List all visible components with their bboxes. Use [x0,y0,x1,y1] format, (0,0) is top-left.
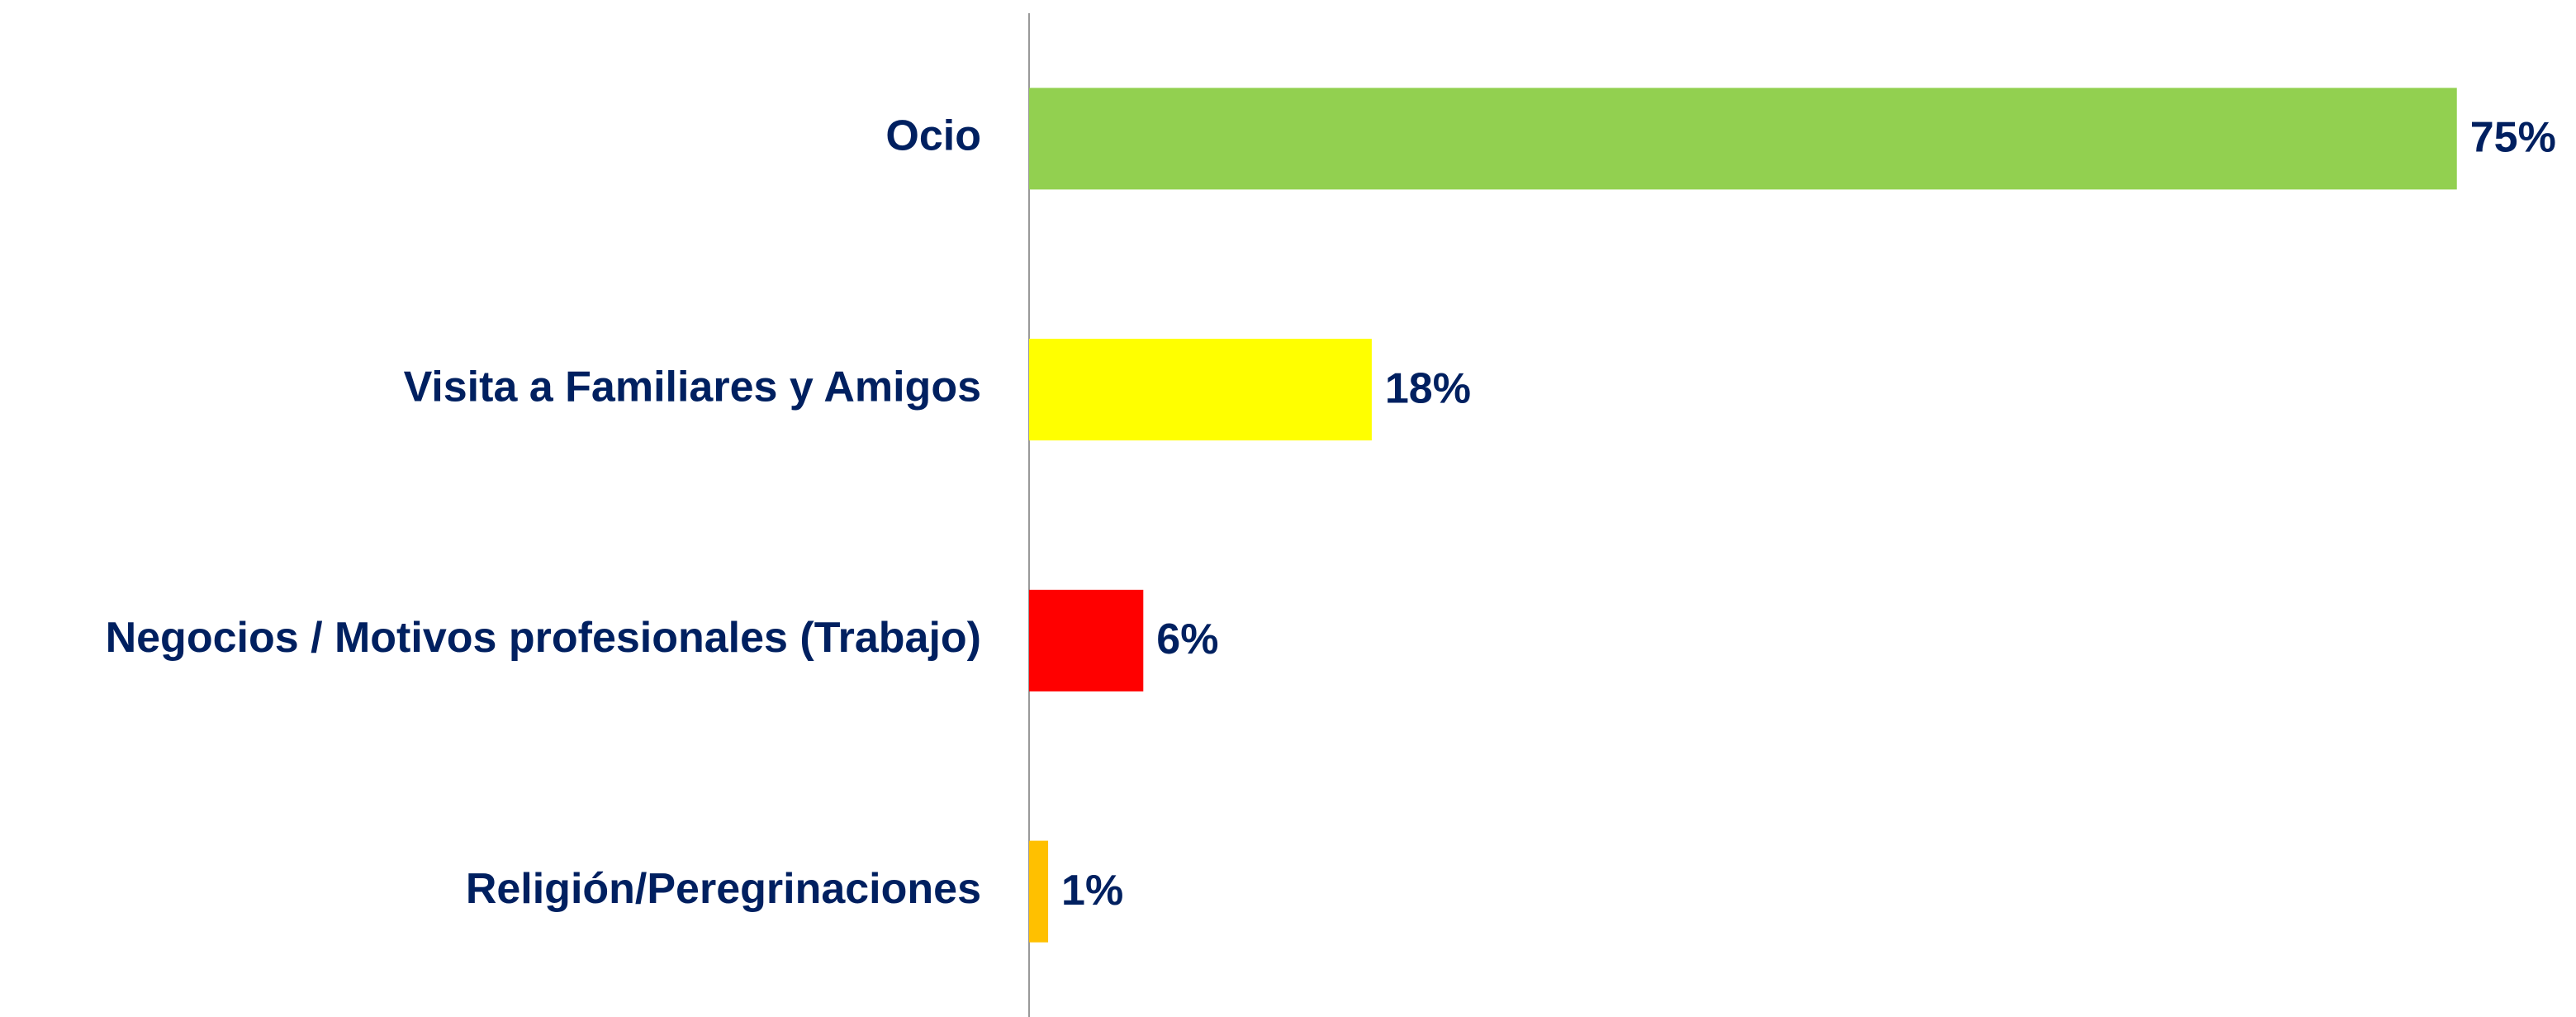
category-label: Visita a Familiares y Amigos [404,363,981,411]
bar [1029,840,1049,943]
category-label: Ocio [885,112,981,160]
category-label: Religión/Peregrinaciones [466,865,981,913]
value-label: 75% [2470,114,2556,162]
value-label: 1% [1061,867,1123,915]
value-label: 18% [1385,364,1471,412]
bar [1029,589,1144,691]
bar [1029,339,1372,441]
category-label: Negocios / Motivos profesionales (Trabaj… [106,614,981,662]
value-label: 6% [1156,615,1218,663]
bar [1029,88,2457,190]
